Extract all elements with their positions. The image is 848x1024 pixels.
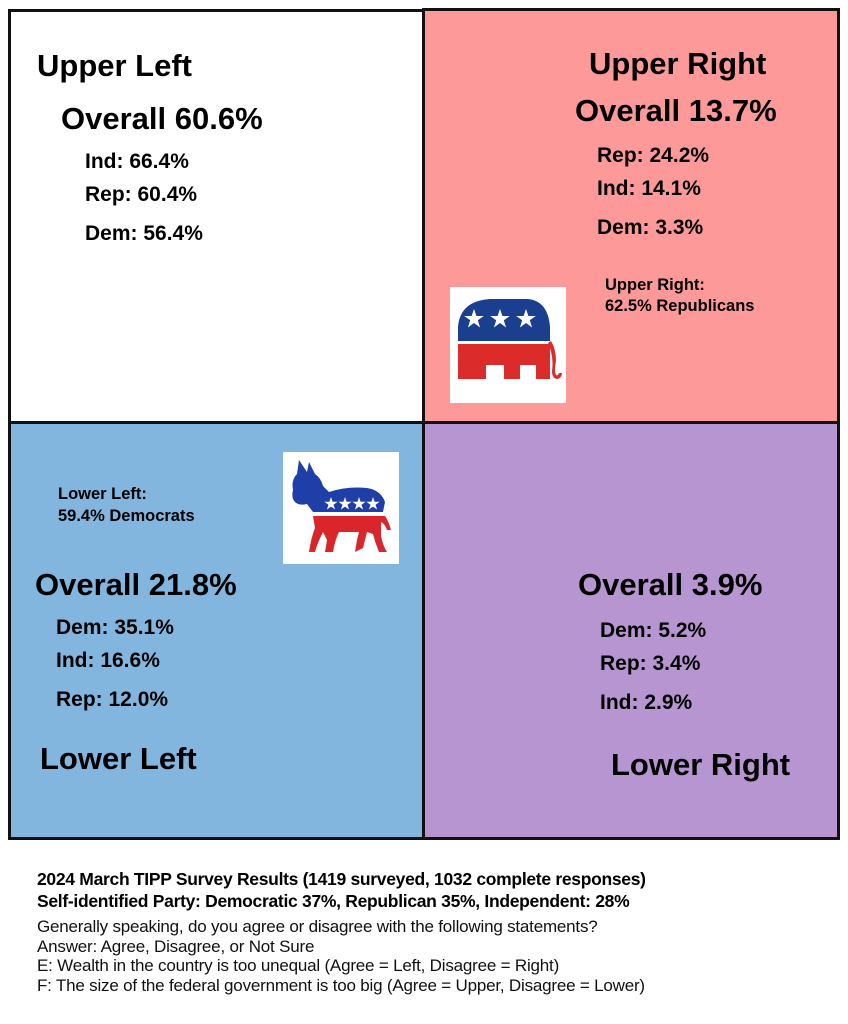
rep-percent: Rep: 60.4% (85, 183, 198, 206)
ind-percent: Ind: 66.4% (85, 150, 189, 173)
survey-question: Generally speaking, do you agree or disa… (37, 917, 598, 936)
statement-e: E: Wealth in the country is too unequal … (37, 956, 560, 975)
dem-percent: Dem: 3.3% (597, 216, 704, 239)
quadrant-lower-left: Lower Left: 59.4% Democrats Overall 21.8… (8, 421, 425, 840)
quadrant-title: Lower Left (40, 741, 197, 776)
quadrant-title: Upper Left (37, 48, 192, 83)
dem-percent: Dem: 56.4% (85, 222, 203, 245)
quadrant-upper-right: Upper Right Overall 13.7% Rep: 24.2% Ind… (422, 8, 840, 424)
dem-percent: Dem: 5.2% (600, 619, 707, 642)
dem-percent: Dem: 35.1% (56, 616, 174, 639)
party-share-note-value: 62.5% Republicans (605, 297, 755, 315)
quadrant-title: Lower Right (611, 747, 791, 782)
answer-options: Answer: Agree, Disagree, or Not Sure (37, 936, 315, 956)
ind-percent: Ind: 2.9% (600, 691, 693, 714)
overall-percent: Overall 13.7% (575, 93, 777, 128)
quadrant-title: Upper Right (589, 46, 767, 81)
quadrant-upper-left: Upper Left Overall 60.6% Ind: 66.4% Rep:… (8, 9, 425, 424)
survey-title: 2024 March TIPP Survey Results (1419 sur… (37, 869, 646, 889)
republican-elephant-icon (450, 287, 566, 403)
party-breakdown: Self-identified Party: Democratic 37%, R… (37, 891, 630, 911)
overall-percent: Overall 21.8% (35, 567, 237, 602)
statement-f: F: The size of the federal government is… (37, 975, 645, 995)
rep-percent: Rep: 3.4% (600, 652, 701, 675)
quadrant-lower-right: Overall 3.9% Dem: 5.2% Rep: 3.4% Ind: 2.… (422, 421, 840, 840)
party-share-note-label: Lower Left: (58, 485, 147, 503)
rep-percent: Rep: 12.0% (56, 688, 169, 711)
party-share-note-value: 59.4% Democrats (58, 507, 195, 525)
rep-percent: Rep: 24.2% (597, 144, 710, 167)
ind-percent: Ind: 14.1% (597, 177, 701, 200)
party-share-note-label: Upper Right: (605, 276, 705, 294)
democratic-donkey-icon (283, 452, 399, 564)
overall-percent: Overall 3.9% (578, 567, 763, 602)
survey-footer: 2024 March TIPP Survey Results (1419 sur… (37, 868, 837, 995)
overall-percent: Overall 60.6% (61, 101, 263, 136)
ind-percent: Ind: 16.6% (56, 649, 160, 672)
